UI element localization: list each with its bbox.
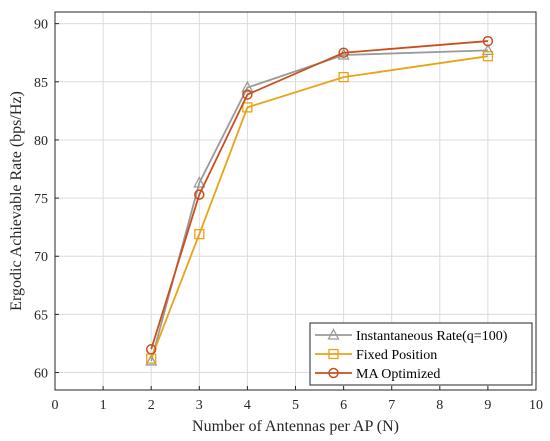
y-tick-label: 60 <box>34 367 48 382</box>
data-point <box>481 43 494 56</box>
legend-item: Fixed Position <box>315 348 437 363</box>
x-tick-label: 9 <box>484 398 491 413</box>
legend-label: Instantaneous Rate(q=100) <box>356 329 508 344</box>
data-point <box>145 344 157 355</box>
data-point <box>193 176 206 188</box>
series-line <box>150 40 488 350</box>
data-point <box>482 51 494 62</box>
legend-item: Instantaneous Rate(q=100) <box>315 328 508 344</box>
series-line <box>150 55 489 359</box>
data-point <box>482 35 494 47</box>
data-point <box>194 228 205 240</box>
x-tick-label: 7 <box>388 398 395 413</box>
series-line <box>150 49 488 362</box>
y-tick-label: 90 <box>34 18 48 33</box>
data-point <box>145 354 158 366</box>
x-tick-label: 1 <box>100 398 107 413</box>
x-tick-label: 8 <box>436 398 443 413</box>
y-tick-label: 75 <box>34 192 48 207</box>
y-tick-label: 65 <box>34 308 48 323</box>
x-tick-label: 0 <box>52 398 59 413</box>
data-point <box>241 80 254 93</box>
y-axis-label: Ergodic Achievable Rate (bps/Hz) <box>8 91 25 311</box>
y-tick-label: 70 <box>34 250 48 265</box>
series-0 <box>145 43 494 366</box>
data-point <box>242 102 253 113</box>
series-1 <box>146 51 494 364</box>
legend-marker <box>328 367 339 379</box>
data-point <box>338 71 349 83</box>
x-tick-label: 4 <box>244 398 251 413</box>
legend-label: MA Optimized <box>356 367 440 382</box>
series-2 <box>145 35 494 355</box>
legend-marker <box>328 348 339 360</box>
data-point <box>194 189 205 200</box>
legend: Instantaneous Rate(q=100) Fixed Position M… <box>309 322 533 386</box>
y-tick-label: 85 <box>34 76 48 91</box>
x-tick-label: 2 <box>148 398 155 413</box>
x-tick-label: 5 <box>292 398 299 413</box>
data-point <box>242 89 253 100</box>
x-tick-label: 6 <box>340 398 347 413</box>
legend-item: MA Optimized <box>315 367 440 382</box>
x-tick-label: 10 <box>529 398 543 413</box>
y-tick-label: 80 <box>34 134 48 149</box>
data-point <box>338 47 349 58</box>
x-axis-label: Number of Antennas per AP (N) <box>192 418 399 435</box>
legend-label: Fixed Position <box>356 348 437 363</box>
series <box>145 35 494 366</box>
legend-marker <box>327 328 340 340</box>
ticks: 0 1 2 3 4 5 6 7 8 9 10 60 65 70 75 80 85 90 <box>34 18 543 413</box>
x-tick-label: 3 <box>196 398 203 413</box>
